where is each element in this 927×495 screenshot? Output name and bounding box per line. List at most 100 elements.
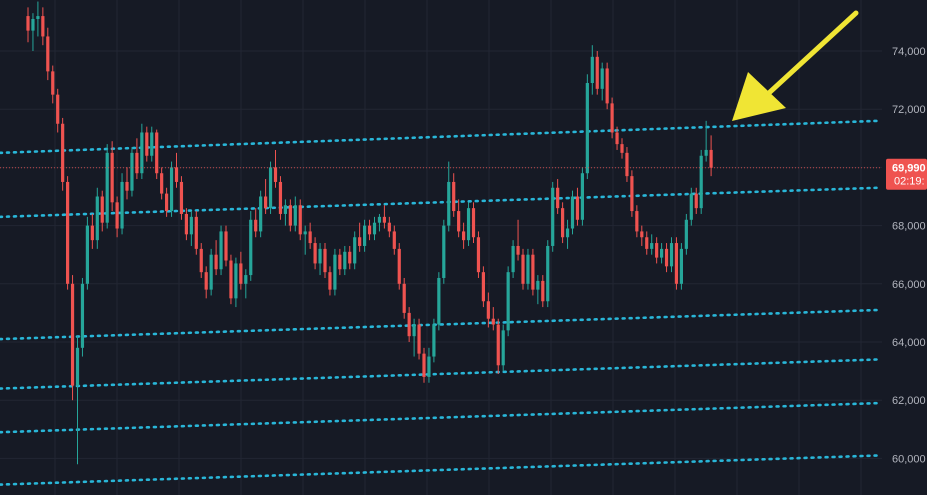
candle-body [46,36,50,72]
candle [26,7,30,43]
candle [209,248,213,296]
candle-body [382,216,386,223]
candle-body [491,318,495,325]
candle [293,196,297,232]
candle-body [664,248,669,267]
candle-body [387,222,391,232]
candle-body [684,219,688,249]
candle [422,347,426,383]
candle [105,144,109,229]
price-axis-label: 66,000 [892,279,926,291]
candle-body [625,152,629,177]
candle-body [135,152,139,174]
candle-body [422,353,426,377]
candle-body [70,283,75,386]
candle [318,243,322,276]
candle-body [234,263,238,299]
candle [432,318,436,363]
candle [358,222,362,252]
candle-body [506,272,510,331]
trendline[interactable] [0,358,880,390]
candle-body [521,254,525,284]
candle [491,307,495,331]
candle-body [709,149,713,168]
candle [333,248,337,296]
candle [56,88,60,133]
candle-body [447,181,451,226]
price-axis-label: 60,000 [892,453,926,465]
candle-body [457,211,461,232]
candle [85,216,89,290]
candle [536,275,540,305]
candle [575,187,580,226]
candle-body [130,152,134,191]
candle [595,51,599,95]
candle [150,126,154,162]
candle [199,243,203,278]
candle-body [585,83,589,174]
candle-body [565,228,570,238]
candle [709,135,713,177]
candle [452,173,456,217]
price-axis-label: 68,000 [892,221,926,233]
candle [234,257,238,308]
candle [244,269,248,299]
candle-body [298,205,302,235]
candle [674,237,679,290]
candle-body [328,272,332,290]
candle [486,292,490,328]
candle-body [338,254,342,270]
candle-body [140,132,144,174]
candle-body [392,231,396,249]
candle [546,240,550,308]
candle-body [501,330,505,366]
candle-body [125,181,129,191]
candle [660,243,664,264]
candle [635,205,639,238]
price-axis-label: 72,000 [892,104,926,116]
candle [179,176,184,220]
candle-body [209,254,213,290]
candle [625,147,629,182]
candle [531,248,535,296]
candle [694,187,698,214]
candle [115,196,119,238]
candle-body [407,312,411,337]
last-price-label: 69,990 [892,163,926,175]
candle [219,225,223,276]
candle-body [531,254,535,290]
candle [585,74,589,180]
candle-body [363,225,367,246]
candle-body [452,181,456,212]
candle [204,266,208,299]
candle-body [600,68,604,89]
candle [442,219,446,284]
trendline[interactable] [0,454,880,486]
trendline[interactable] [0,186,880,219]
candle-body [353,237,357,264]
candle-body [610,103,614,133]
candle-body [254,219,258,232]
candle [239,251,243,290]
candle [268,161,273,214]
candle [462,222,466,249]
candle [338,248,342,276]
candle [392,225,396,255]
candle-body [699,155,703,209]
candle [516,219,520,261]
candle [664,243,669,273]
candle [600,62,604,101]
candle [679,243,683,290]
candle [130,147,134,197]
trendline[interactable] [0,401,880,434]
candle [189,211,193,246]
candle [580,167,584,226]
candle [650,234,654,255]
trendline[interactable] [0,308,880,341]
candle [367,219,372,241]
candle-body [417,324,421,354]
candle [496,318,500,375]
candle-body [239,263,243,284]
